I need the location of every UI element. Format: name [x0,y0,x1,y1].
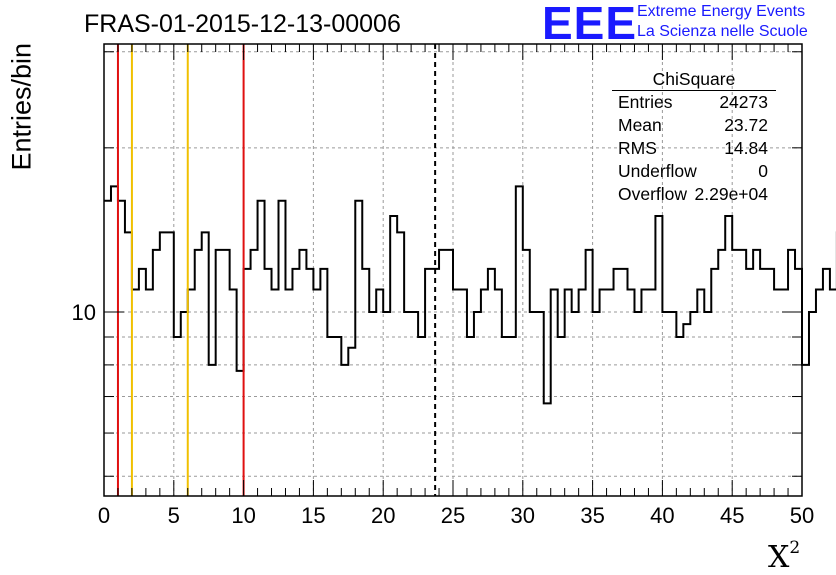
y-tick-label: 10 [72,300,96,325]
eee-logo: EEE [542,0,638,49]
stats-key: Mean [618,115,662,135]
stats-key: Overflow [618,184,688,204]
x-tick-label: 45 [720,503,744,528]
x-axis-label-superscript: 2 [789,538,801,558]
x-tick-label: 15 [301,503,325,528]
stats-row-rms: RMS 14.84 [612,137,776,160]
x-axis-label-base: X [768,540,790,575]
stats-row-entries: Entries 24273 [612,91,776,114]
x-tick-label: 0 [98,503,110,528]
stats-key: Underflow [618,161,697,181]
x-tick-label: 5 [168,503,180,528]
x-tick-label: 40 [650,503,674,528]
x-tick-label: 50 [790,503,814,528]
stats-row-overflow: Overflow 2.29e+04 [612,183,776,206]
stats-value: 23.72 [724,115,768,135]
x-tick-label: 35 [580,503,604,528]
stats-box-title: ChiSquare [612,68,776,91]
stats-value: 14.84 [724,138,768,158]
x-tick-label: 30 [511,503,535,528]
x-axis-label: X2 [768,538,800,575]
stats-row-mean: Mean 23.72 [612,114,776,137]
stats-value: 0 [758,161,768,181]
logo-text-line1: Extreme Energy Events [637,3,806,20]
x-tick-label: 20 [371,503,395,528]
stats-value: 24273 [719,92,768,112]
chart-title: FRAS-01-2015-12-13-00006 [84,10,401,38]
histogram-series [104,185,836,405]
stats-box: ChiSquare Entries 24273 Mean 23.72 RMS 14.8… [612,68,776,206]
x-tick-label: 25 [441,503,465,528]
stats-row-underflow: Underflow 0 [612,160,776,183]
logo-text-line2: La Scienza nelle Scuole [637,23,808,40]
x-tick-label: 10 [231,503,255,528]
stats-value: 2.29e+04 [694,184,768,204]
stats-key: Entries [618,92,673,112]
stats-key: RMS [618,138,657,158]
y-axis-label: Entries/bin [6,42,37,171]
